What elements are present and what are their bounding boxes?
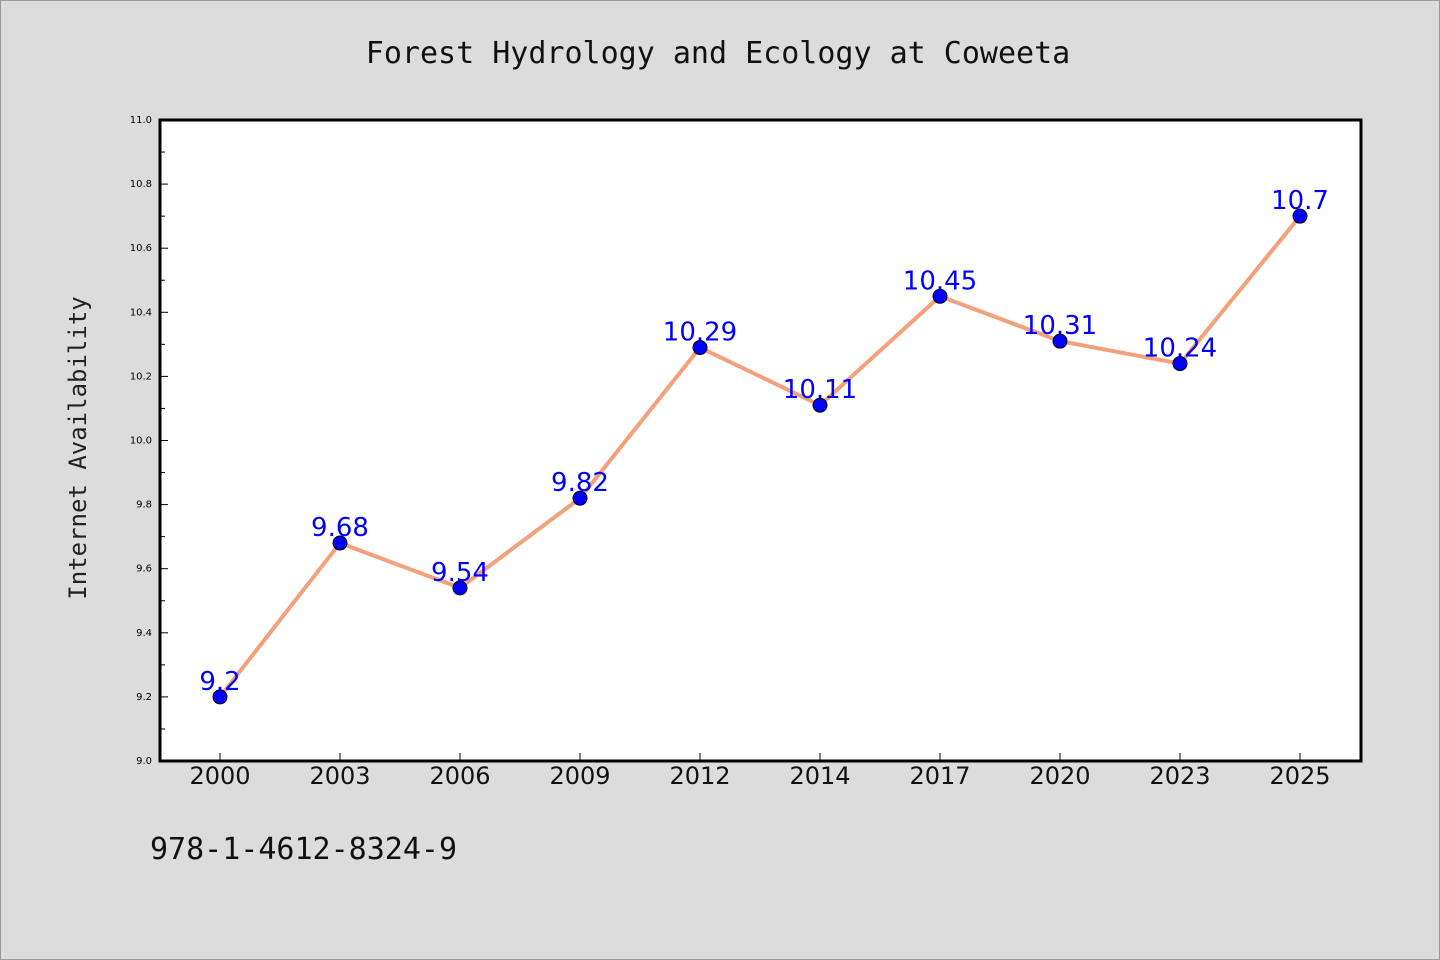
data-point bbox=[1052, 333, 1068, 349]
data-point bbox=[212, 689, 228, 705]
y-tick-label: 10.8 bbox=[130, 179, 152, 190]
x-tick-label: 2009 bbox=[549, 762, 610, 790]
data-label: 9.68 bbox=[311, 513, 369, 543]
x-tick-label: 2020 bbox=[1029, 762, 1090, 790]
y-axis-ticks: 9.0 9.2 9.4 9.6 9.8 10.0 10.2 10.4 10.6 10.8 11.0 bbox=[130, 115, 168, 767]
series-line bbox=[218, 214, 1302, 699]
x-tick-label: 2012 bbox=[669, 762, 730, 790]
series-layer: 9.2 9.68 9.54 9.82 10.29 10.11 10.45 10.31 10.24… bbox=[199, 186, 1329, 705]
data-label: 10.7 bbox=[1271, 186, 1329, 216]
plot-frame bbox=[158, 118, 1363, 763]
data-point bbox=[1292, 208, 1308, 224]
x-tick-label: 2023 bbox=[1149, 762, 1210, 790]
y-tick-label: 9.6 bbox=[136, 564, 152, 575]
data-point bbox=[692, 340, 708, 356]
data-point bbox=[452, 580, 468, 596]
x-tick-label: 2000 bbox=[189, 762, 250, 790]
data-label: 10.11 bbox=[783, 375, 857, 405]
data-point bbox=[1172, 356, 1188, 372]
data-label: 9.54 bbox=[431, 558, 489, 588]
data-point bbox=[932, 288, 948, 304]
y-tick-label: 10.0 bbox=[130, 436, 152, 447]
y-tick-label: 10.6 bbox=[130, 243, 152, 254]
y-tick-label: 9.2 bbox=[136, 692, 152, 703]
y-tick-label: 9.4 bbox=[136, 628, 152, 639]
x-axis-ticks: 2000 2003 2006 2009 2012 2014 2017 2020 2023 2025 bbox=[189, 753, 1331, 790]
data-label: 10.45 bbox=[903, 266, 977, 296]
data-point bbox=[572, 490, 588, 506]
plot-area bbox=[160, 120, 1361, 761]
data-point bbox=[332, 535, 348, 551]
data-label: 9.2 bbox=[199, 667, 240, 697]
footer-isbn: 978-1-4612-8324-9 bbox=[150, 832, 458, 867]
x-tick-label: 2003 bbox=[309, 762, 370, 790]
y-tick-label: 9.8 bbox=[136, 500, 152, 511]
data-label: 9.82 bbox=[551, 468, 609, 498]
x-tick-label: 2025 bbox=[1269, 762, 1330, 790]
y-tick-label: 10.4 bbox=[130, 307, 152, 318]
y-tick-label: 11.0 bbox=[130, 115, 152, 126]
chart-title: Forest Hydrology and Ecology at Coweeta bbox=[366, 36, 1070, 71]
data-label: 10.24 bbox=[1143, 334, 1217, 364]
x-tick-label: 2017 bbox=[909, 762, 970, 790]
data-point bbox=[812, 397, 828, 413]
y-tick-label: 10.2 bbox=[130, 371, 152, 382]
y-axis-label: Internet Availability bbox=[64, 296, 92, 599]
x-tick-label: 2006 bbox=[429, 762, 490, 790]
data-label: 10.29 bbox=[663, 318, 737, 348]
data-label: 10.31 bbox=[1023, 311, 1097, 341]
x-tick-label: 2014 bbox=[789, 762, 850, 790]
y-tick-label: 9.0 bbox=[136, 756, 152, 767]
